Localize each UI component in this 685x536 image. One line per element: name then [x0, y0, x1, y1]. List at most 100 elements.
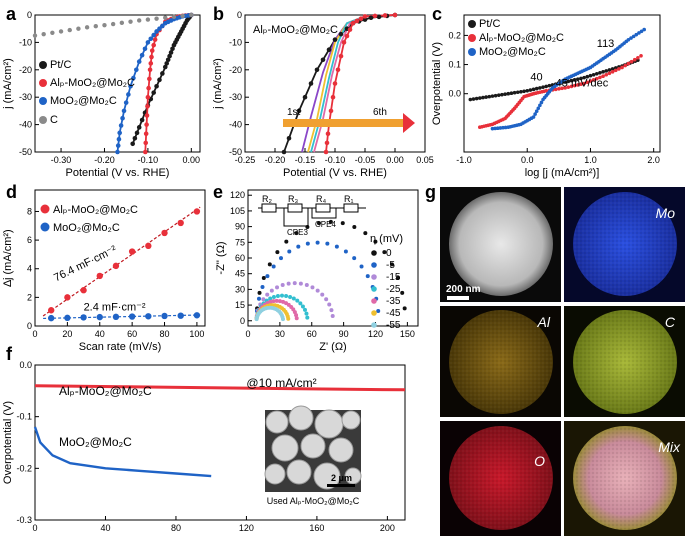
x-tick-label: 60 — [307, 329, 317, 339]
x-axis-label: Potential (V vs. RHE) — [66, 167, 170, 179]
inset-particle — [286, 459, 312, 485]
series-point — [601, 70, 605, 74]
y-tick-label: 15 — [235, 300, 245, 310]
series-point — [147, 76, 152, 82]
series-point — [332, 81, 338, 86]
series-point — [47, 314, 55, 322]
tafel-annotation: 40 — [530, 72, 542, 84]
x-tick-label: -0.10 — [138, 155, 159, 165]
panel-letter-d: d — [6, 182, 17, 202]
y-tick-label: 60 — [235, 253, 245, 263]
series-point — [193, 208, 201, 215]
series-point — [112, 313, 120, 321]
legend-title: η (mV) — [370, 233, 403, 245]
series-point — [569, 78, 574, 83]
series-point — [585, 74, 590, 79]
nyquist-point — [300, 304, 305, 309]
chart-e: 0 30 60 90 120 150 0 15 30 45 60 75 90 105 120 Z' (Ω) -Z… — [215, 189, 419, 353]
series-point — [80, 287, 87, 294]
series-point — [547, 83, 552, 88]
series-point — [161, 229, 168, 237]
series-point — [128, 248, 136, 255]
nyquist-point — [268, 296, 273, 301]
series-point — [481, 95, 485, 100]
series-point — [601, 74, 605, 79]
nyquist-point — [305, 241, 310, 246]
nyquist-point — [310, 285, 315, 290]
legend-label: Alₚ-MoO₂@Mo₂C — [50, 77, 135, 89]
inset-particle — [265, 410, 289, 434]
series-point — [330, 94, 336, 100]
series-point — [553, 87, 558, 92]
series-point — [474, 96, 479, 101]
nyquist-point — [316, 221, 321, 226]
series-point — [610, 67, 615, 71]
series-c-point — [93, 24, 98, 29]
series-point — [579, 76, 583, 81]
series-point — [335, 67, 341, 73]
series-point — [338, 31, 344, 37]
nyquist-point — [271, 264, 276, 269]
nyquist-point — [298, 301, 303, 306]
series-point — [144, 113, 150, 118]
series-point — [503, 92, 507, 96]
series-point — [531, 87, 536, 92]
series-point — [519, 89, 523, 94]
inset-particle — [300, 433, 326, 459]
circuit-wire — [283, 208, 309, 227]
map-label-o: O — [534, 453, 545, 469]
series-c-point — [58, 29, 64, 34]
series-point — [96, 313, 103, 321]
series-point — [613, 68, 618, 73]
series-point — [193, 312, 201, 319]
series-point — [582, 81, 586, 86]
nyquist-point — [343, 249, 348, 254]
series-point — [151, 90, 156, 95]
series-point — [286, 136, 292, 141]
series-point — [634, 32, 639, 37]
series-point — [566, 85, 571, 89]
circuit-label: R₂ — [262, 194, 272, 204]
series-point — [604, 72, 609, 77]
series-point — [642, 27, 646, 32]
series-point — [170, 46, 175, 52]
legend-label: -55 — [386, 320, 401, 331]
nyquist-point — [295, 298, 300, 303]
y-tick-label: -40 — [19, 120, 32, 130]
series-point — [162, 64, 168, 70]
series-point — [296, 108, 302, 114]
series-c-point — [171, 14, 177, 20]
series-point — [538, 86, 542, 90]
y-tick-label: -50 — [229, 147, 242, 157]
series-point — [332, 37, 338, 42]
nyquist-point — [329, 308, 334, 313]
nyquist-point — [267, 262, 272, 267]
series-point — [629, 59, 634, 64]
x-tick-label: 2.0 — [647, 155, 660, 165]
series-c-point — [76, 26, 81, 31]
circuit-wire — [311, 208, 337, 219]
legend-marker — [371, 274, 377, 280]
y-tick-label: -10 — [19, 37, 32, 47]
series-point — [362, 14, 368, 19]
nyquist-point — [291, 296, 296, 301]
series-point — [281, 149, 287, 155]
series-c-point — [110, 21, 116, 27]
series-point — [498, 126, 503, 130]
y-tick-label: -20 — [229, 65, 242, 75]
nyquist-point — [292, 281, 297, 286]
y-tick-label: 0.0 — [448, 89, 461, 99]
series-point — [167, 53, 172, 59]
nyquist-point — [320, 292, 325, 297]
series-point — [145, 313, 152, 320]
nyquist-point — [265, 292, 270, 297]
series-point — [131, 75, 136, 81]
series-point — [544, 88, 548, 93]
series-point — [572, 78, 577, 82]
map-label-mo: Mo — [656, 205, 676, 221]
y-tick-label: -0.3 — [16, 515, 32, 525]
series-point — [120, 115, 125, 121]
x-axis-label: Z' (Ω) — [319, 341, 346, 353]
x-axis-label: log [j (mA/cm²)] — [525, 167, 600, 179]
